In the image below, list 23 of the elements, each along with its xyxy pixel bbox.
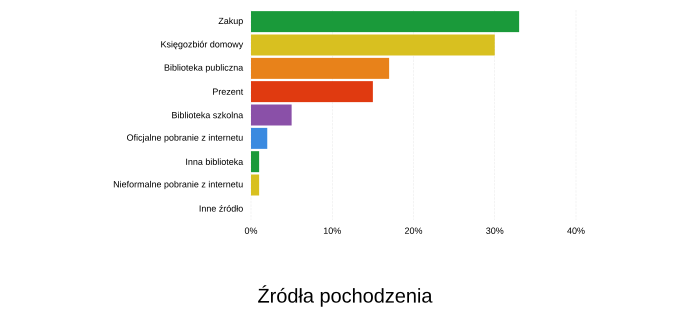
bar bbox=[251, 11, 520, 32]
bar bbox=[251, 34, 495, 56]
y-tick-label: Biblioteka szkolna bbox=[172, 112, 244, 118]
x-tick-label: 10% bbox=[324, 228, 341, 234]
bar bbox=[251, 151, 260, 172]
y-tick-label: Zakup bbox=[218, 17, 243, 26]
y-tick-label: Biblioteka publiczna bbox=[164, 64, 244, 73]
text: Źródła pochodzenia bbox=[258, 285, 432, 307]
bar bbox=[251, 104, 292, 126]
bar bbox=[251, 58, 390, 79]
x-tick-label: 0% bbox=[244, 228, 258, 234]
y-tick-label: Inna biblioteka bbox=[186, 158, 244, 165]
y-tick-label: Księgozbiór domowy bbox=[161, 40, 244, 50]
x-tick-label: 40% bbox=[567, 228, 585, 234]
x-tick-label: 30% bbox=[486, 228, 504, 234]
y-tick-label: Inne źródło bbox=[200, 204, 243, 212]
y-tick-label: Oficjalne pobranie z internetu bbox=[127, 134, 243, 143]
y-tick-label: Nieformalne pobranie z internetu bbox=[114, 180, 243, 190]
bar bbox=[251, 81, 373, 102]
bar bbox=[251, 174, 260, 196]
x-tick-label: 20% bbox=[404, 228, 422, 234]
y-tick-label: Prezent bbox=[213, 88, 244, 95]
bar bbox=[251, 128, 268, 149]
